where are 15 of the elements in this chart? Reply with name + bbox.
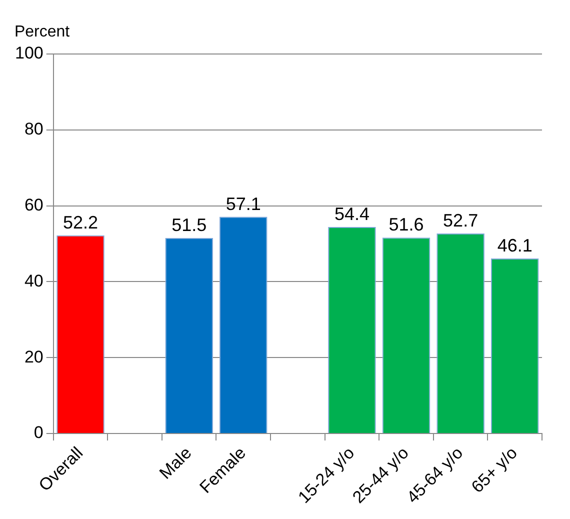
y-tick-label: 60 (24, 195, 44, 214)
x-tick-label: 65+ y/o (468, 443, 521, 497)
data-label: 57.1 (226, 194, 261, 214)
data-label: 52.2 (62, 212, 98, 232)
data-label: 51.5 (172, 215, 207, 236)
y-tick-label: 0 (34, 423, 44, 442)
y-tick-label: 40 (24, 271, 44, 290)
data-label: 46.1 (497, 235, 532, 256)
data-label: 51.6 (388, 214, 424, 235)
y-axis-title: Percent (14, 23, 70, 40)
y-tick-label: 80 (24, 120, 44, 139)
y-tick-label: 100 (14, 44, 44, 63)
y-tick-label: 20 (24, 347, 44, 366)
data-label: 54.4 (334, 204, 370, 224)
data-label: 52.7 (443, 210, 478, 230)
